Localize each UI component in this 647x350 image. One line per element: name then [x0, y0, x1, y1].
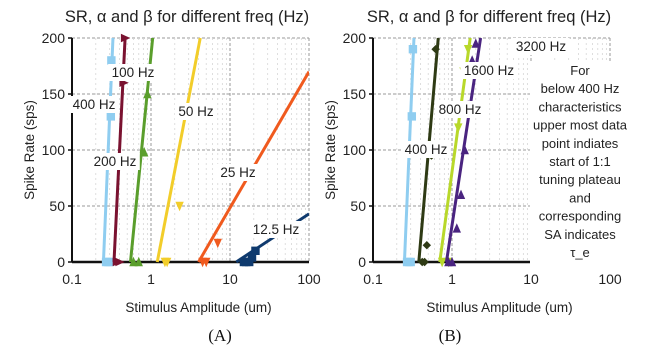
x-axis-title: Stimulus Amplitude (um) [125, 300, 271, 315]
x-tick-label: 0.1 [62, 271, 82, 287]
y-tick-label: 150 [42, 86, 66, 102]
data-point [134, 256, 143, 267]
y-axis-title: Spike Rate (sps) [22, 100, 37, 200]
y-tick-label: 0 [358, 254, 366, 270]
chart-title: SR, α and β for different freq (Hz) [367, 8, 611, 26]
annotation-line: tuning plateau [539, 172, 621, 187]
y-tick-label: 0 [57, 254, 65, 270]
y-tick-label: 100 [343, 142, 367, 158]
x-axis-title: Stimulus Amplitude (um) [426, 300, 572, 315]
data-point [452, 223, 461, 233]
y-tick-label: 200 [343, 30, 367, 46]
data-point [471, 38, 480, 48]
x-tick-label: 10 [222, 271, 238, 287]
series-label: 200 Hz [94, 154, 137, 169]
y-tick-label: 200 [42, 30, 66, 46]
series-50Hz-hz [155, 37, 202, 268]
y-axis-title: Spike Rate (sps) [323, 100, 338, 200]
data-point [162, 257, 172, 268]
series-label: 800 Hz [439, 102, 482, 117]
annotation-line: start of 1:1 [549, 154, 610, 169]
chart-title: SR, α and β for different freq (Hz) [65, 8, 309, 26]
data-point [460, 144, 469, 155]
series-label: 100 Hz [112, 65, 155, 80]
data-point [129, 256, 138, 267]
series-label-bg [69, 96, 119, 113]
panel-caption: (A) [208, 326, 232, 345]
data-point [422, 241, 432, 250]
data-point [105, 257, 114, 267]
x-tick-label: 1 [448, 271, 456, 287]
series-label: 400 Hz [405, 142, 448, 157]
data-point [247, 253, 257, 262]
y-tick-label: 100 [42, 142, 66, 158]
data-point [431, 45, 440, 54]
annotation-line: characteristics [538, 99, 622, 114]
data-point [456, 189, 466, 199]
data-point [106, 112, 116, 121]
annotation-line: τ_e [570, 245, 590, 260]
data-point [213, 238, 222, 249]
annotation-line: SA indicates [544, 227, 616, 242]
series-label-bg [90, 153, 140, 170]
chart-b: 0 50 100 150 200 0.1 1 10 100 SR, α and β for dif… [323, 8, 630, 345]
series-line [155, 37, 202, 263]
annotation-line: below 400 Hz [541, 81, 620, 96]
data-point [139, 147, 149, 157]
data-point [245, 257, 254, 267]
data-point [115, 257, 125, 267]
data-point [143, 88, 152, 99]
annotation-line: and [569, 190, 591, 205]
annotation-note: For below 400 Hz characteristics upper most… [530, 61, 630, 266]
series-label-bg [217, 164, 259, 181]
x-tick-label: 1 [147, 271, 155, 287]
series-label: 12.5 Hz [253, 222, 300, 237]
data-point [120, 33, 131, 43]
data-point [408, 45, 418, 54]
x-tick-label: 100 [598, 271, 622, 287]
series-label: 25 Hz [220, 165, 256, 180]
y-tick-label: 50 [350, 198, 366, 214]
x-tick-label: 100 [297, 271, 321, 287]
annotation-line: point indiates [542, 136, 619, 151]
series-label: 1600 Hz [464, 63, 515, 78]
data-point [437, 257, 447, 268]
series-label: 400 Hz [73, 97, 116, 112]
series-label-bg [435, 101, 485, 118]
data-point [463, 45, 473, 55]
series-label-bg [512, 38, 570, 55]
series-label-bg [401, 141, 451, 158]
x-tick-label: 10 [523, 271, 539, 287]
data-point [175, 201, 184, 212]
data-point [407, 112, 417, 121]
annotation-line: For [570, 63, 590, 78]
annotation-line: corresponding [539, 209, 621, 224]
series-label-bg [247, 221, 305, 238]
series-label-bg [108, 64, 158, 81]
chart-a: 0 50 100 150 200 0.1 1 10 100 SR, α and β for dif… [22, 8, 321, 345]
panel-caption: (B) [439, 326, 462, 345]
data-point [454, 123, 463, 133]
data-point [107, 56, 116, 65]
data-point [406, 257, 415, 267]
annotation-bg [530, 61, 630, 266]
y-tick-label: 50 [49, 198, 65, 214]
x-tick-label: 0.1 [363, 271, 383, 287]
data-point [447, 256, 457, 267]
data-point [251, 246, 260, 255]
series-label: 3200 Hz [516, 39, 567, 54]
series-label-bg [175, 103, 217, 120]
data-point [202, 257, 211, 268]
series-label-bg [460, 62, 518, 79]
annotation-line: upper most data [533, 118, 628, 133]
series-label: 50 Hz [178, 104, 214, 119]
y-tick-label: 150 [343, 86, 367, 102]
data-point [420, 257, 429, 267]
